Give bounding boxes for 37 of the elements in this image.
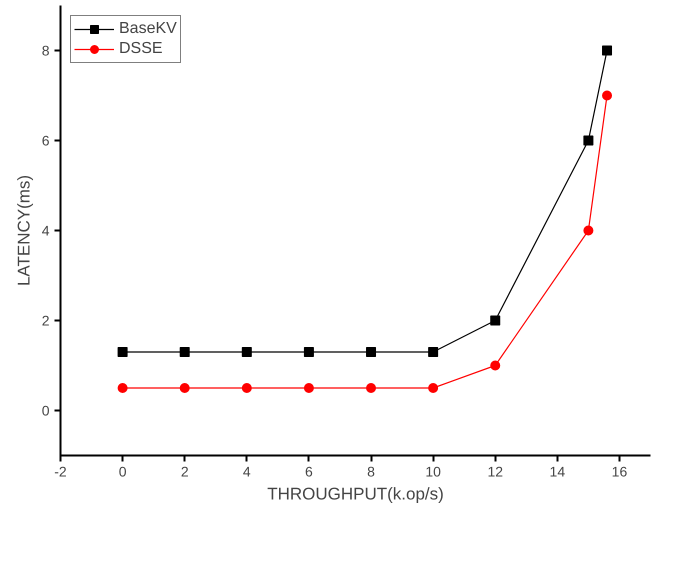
- x-tick-label: 14: [550, 464, 566, 480]
- point: [490, 360, 500, 370]
- point: [366, 347, 376, 357]
- x-tick-label: 6: [305, 464, 314, 480]
- y-axis-title: LATENCY(ms): [14, 174, 34, 286]
- point: [366, 383, 376, 393]
- point: [118, 347, 128, 357]
- legend-label: BaseKV: [119, 20, 177, 38]
- x-tick-label: -2: [54, 464, 67, 480]
- x-tick-label: 10: [425, 464, 442, 480]
- point: [428, 347, 438, 357]
- point: [602, 90, 612, 100]
- y-tick-label: 2: [42, 312, 50, 328]
- x-axis-title: THROUGHPUT(k.op/s): [267, 484, 444, 504]
- point: [304, 347, 314, 357]
- x-tick-label: 16: [612, 464, 628, 480]
- x-tick-label: 2: [180, 464, 189, 480]
- point: [428, 383, 438, 393]
- y-tick-label: 4: [42, 222, 50, 238]
- point: [180, 383, 190, 393]
- x-tick-label: 8: [367, 464, 376, 480]
- y-tick-label: 6: [42, 132, 50, 148]
- point: [583, 136, 594, 146]
- x-tick-label: 4: [242, 464, 251, 480]
- point: [304, 383, 314, 393]
- x-tick-label: 0: [118, 464, 127, 480]
- x-tick-label: 12: [487, 464, 504, 480]
- point: [602, 46, 612, 56]
- legend-label: DSSE: [119, 40, 163, 58]
- point: [242, 383, 252, 393]
- point: [583, 226, 594, 236]
- point: [490, 316, 500, 326]
- point: [180, 347, 190, 357]
- y-tick-label: 0: [42, 402, 50, 418]
- point: [118, 383, 128, 393]
- y-tick-label: 8: [42, 42, 50, 58]
- point: [242, 347, 252, 357]
